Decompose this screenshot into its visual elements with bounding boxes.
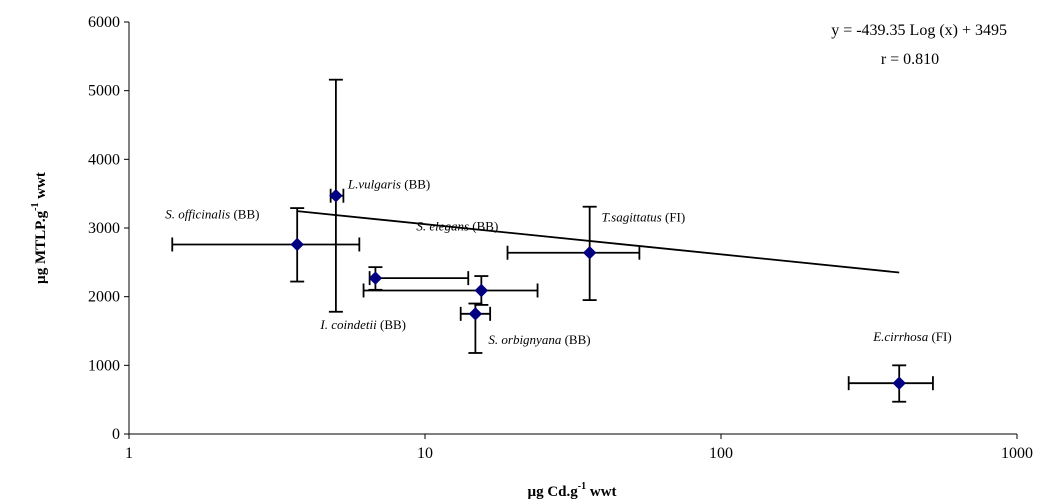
species-name: S. orbignyana [488,332,561,347]
y-axis-title-main: µg MTLP.g [33,210,49,284]
y-axis-title: µg MTLP.g-1 wwt [30,172,49,284]
data-points: S. officinalis (BB)L.vulgaris (BB)I. coi… [165,78,952,403]
x-axis-title-tail: wwt [586,484,616,500]
point-label: E.cirrhosa (FI) [872,329,951,344]
x-axis-title-sup: -1 [578,481,586,492]
data-point: E.cirrhosa (FI) [847,329,952,403]
axis-ticks: 0 1000 2000 3000 4000 5000 6000 1 10 100 1000 [88,14,1033,462]
axes [128,22,1017,435]
diamond-marker [368,271,383,285]
point-label: T.sagittatus (FI) [602,210,686,225]
species-name: E.cirrhosa [872,329,929,344]
x-tick-label: 1000 [1001,445,1033,462]
y-tick-label: 5000 [88,83,120,100]
data-point: I. coindetii (BB) [319,266,470,332]
data-point: S. officinalis (BB) [165,206,361,283]
diamond-marker [892,376,906,390]
equation-label: y = -439.35 Log (x) + 3495 [831,22,1007,39]
y-axis-title-sup: -1 [30,202,41,210]
diamond-marker [329,189,343,203]
y-tick-label: 1000 [88,357,120,374]
data-point: L.vulgaris (BB) [328,78,430,313]
x-tick-label: 10 [417,445,433,462]
species-name: L.vulgaris [347,177,401,192]
region-code: (FI) [928,329,951,344]
point-label: S. orbignyana (BB) [488,332,590,347]
point-label: S. officinalis (BB) [165,206,259,221]
y-tick-label: 0 [112,426,120,443]
region-code: (BB) [401,177,430,192]
diamond-marker [582,246,597,260]
trendline [297,210,900,274]
point-label: L.vulgaris (BB) [347,177,430,192]
region-code: (BB) [469,218,498,233]
diamond-marker [474,283,489,298]
diamond-marker [468,307,483,321]
species-name: S. elegans [416,218,469,233]
region-code: (BB) [377,317,406,332]
r-value-label: r = 0.810 [881,51,939,68]
y-tick-label: 4000 [88,151,120,168]
data-point: S. orbignyana (BB) [459,302,591,354]
point-label: S. elegans (BB) [416,218,498,233]
region-code: (BB) [561,332,590,347]
species-name: T.sagittatus [602,210,662,225]
species-name: I. coindetii [319,317,377,332]
point-label: I. coindetii (BB) [319,317,406,332]
data-point: T.sagittatus (FI) [506,205,686,302]
x-axis-title: µg Cd.g-1 wwt [527,481,616,500]
region-code: (BB) [230,206,259,221]
y-tick-label: 3000 [88,220,120,237]
species-name: S. officinalis [165,206,230,221]
region-code: (FI) [662,210,685,225]
x-axis-title-main: µg Cd.g [527,484,578,500]
diamond-marker [290,237,304,252]
y-tick-label: 6000 [88,14,120,31]
y-axis-title-tail: wwt [33,172,49,202]
x-tick-label: 1 [125,445,133,462]
x-tick-label: 100 [709,445,733,462]
data-point: S. elegans (BB) [362,218,539,306]
y-tick-label: 2000 [88,289,120,306]
